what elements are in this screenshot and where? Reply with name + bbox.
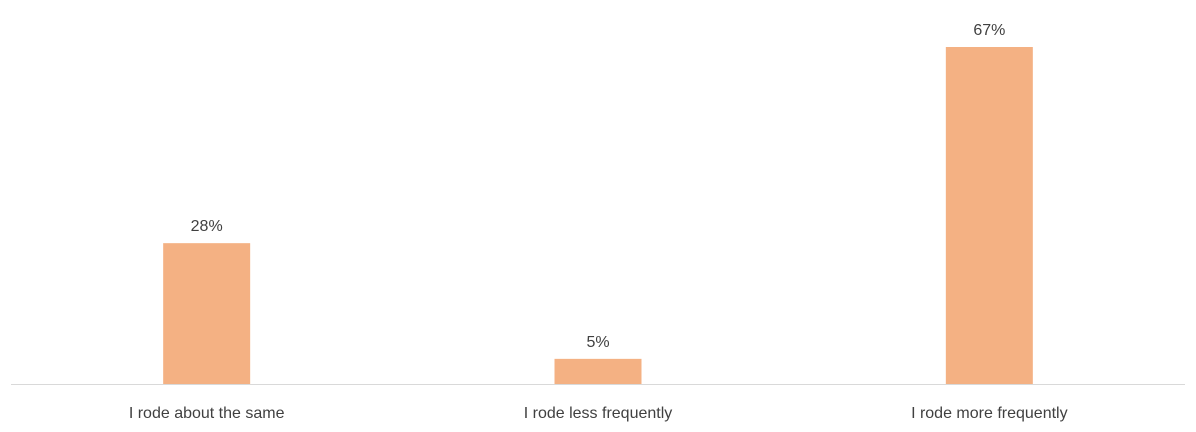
data-labels-group: 28% 5% 67% [191,22,1006,351]
x-tick-label-3: I rode more frequently [911,405,1068,422]
data-label-1: 28% [191,218,223,235]
bar-3 [945,47,1033,384]
x-tick-label-2: I rode less frequently [524,405,673,422]
x-tick-label-1: I rode about the same [129,405,285,422]
bars-group [163,47,1033,384]
data-label-2: 5% [586,334,609,351]
bar-2 [554,358,642,384]
data-label-3: 67% [973,22,1005,39]
x-tick-labels-group: I rode about the same I rode less frequen… [129,405,1068,422]
bar-1 [163,243,251,384]
